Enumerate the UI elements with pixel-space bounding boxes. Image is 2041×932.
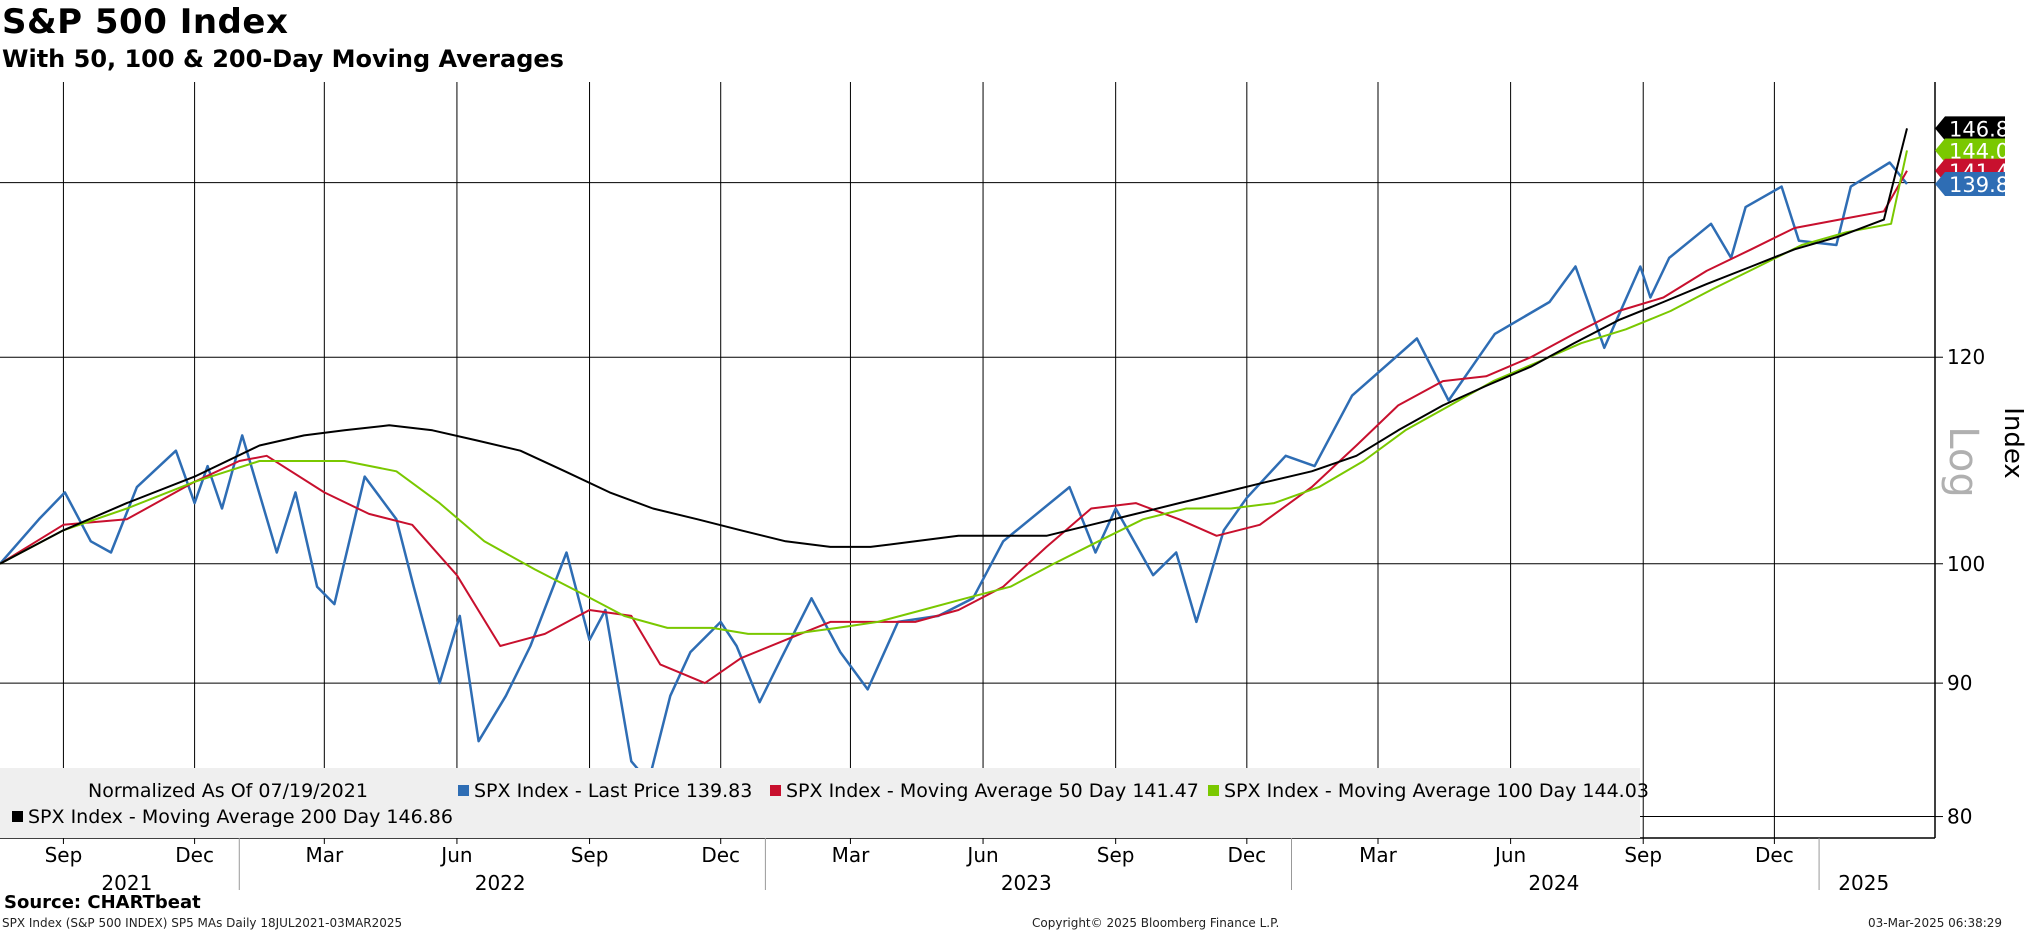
y-axis-title: Index <box>1998 407 2028 479</box>
last-value-badge-4 <box>1935 116 2005 141</box>
last-value-label-1: 139.83 <box>1949 173 2022 197</box>
series-line-3 <box>0 150 1908 635</box>
x-year-label: 2022 <box>475 871 526 890</box>
last-value-badge-1 <box>1935 171 2005 196</box>
x-month-label: Mar <box>305 843 344 867</box>
x-year-label: 2021 <box>101 871 152 890</box>
series-line-2 <box>0 170 1908 685</box>
x-month-label: Sep <box>1097 843 1135 867</box>
y-tick-label: 80 <box>1947 805 1972 829</box>
series-line-1 <box>0 161 1908 783</box>
price-chart: 80 90 100 120 Index Log Normalized As Of 07/1… <box>0 82 2028 890</box>
y-axis: 80 90 100 120 Index Log <box>1935 345 2028 829</box>
footer-copyright: Copyright© 2025 Bloomberg Finance L.P. <box>1032 916 1280 930</box>
legend-swatch-4 <box>12 811 23 822</box>
log-scale-label: Log <box>1940 426 1986 497</box>
x-axis: Sep Dec Mar Jun Sep Dec Mar Jun Sep Dec Mar Jun Sep D… <box>45 838 1889 890</box>
x-month-label: Mar <box>832 843 871 867</box>
legend-label-3: SPX Index - Moving Average 100 Day 144.0… <box>1224 780 1649 802</box>
x-month-label: Dec <box>175 843 214 867</box>
x-month-label: Sep <box>45 843 83 867</box>
legend-note: Normalized As Of 07/19/2021 <box>88 780 368 802</box>
legend-swatch-2 <box>770 785 781 796</box>
series-lines <box>0 128 1908 783</box>
x-month-label: Jun <box>439 843 472 867</box>
source-note: Source: CHARTbeat <box>4 892 201 913</box>
x-month-label: Jun <box>1493 843 1526 867</box>
legend-label-2: SPX Index - Moving Average 50 Day 141.47 <box>786 780 1199 802</box>
footer-left: SPX Index (S&P 500 INDEX) SP5 MAs Daily … <box>2 916 403 930</box>
x-month-label: Jun <box>965 843 998 867</box>
legend-box <box>0 768 1640 838</box>
y-tick-label: 100 <box>1947 552 1985 576</box>
legend-label-1: SPX Index - Last Price 139.83 <box>474 780 752 802</box>
legend-swatch-1 <box>458 785 469 796</box>
x-month-label: Dec <box>701 843 740 867</box>
series-line-4 <box>0 128 1908 565</box>
x-month-label: Sep <box>571 843 609 867</box>
y-tick-label: 120 <box>1947 345 1985 369</box>
x-year-label: 2025 <box>1838 871 1889 890</box>
x-month-label: Dec <box>1755 843 1794 867</box>
legend-label-4: SPX Index - Moving Average 200 Day 146.8… <box>28 806 453 828</box>
x-month-label: Mar <box>1359 843 1398 867</box>
y-tick-label: 90 <box>1947 671 1972 695</box>
chart-title: S&P 500 Index <box>2 2 289 42</box>
legend-swatch-3 <box>1208 785 1219 796</box>
footer-timestamp: 03-Mar-2025 06:38:29 <box>1868 916 2003 930</box>
last-value-label-4: 146.86 <box>1949 117 2022 141</box>
x-year-label: 2024 <box>1528 871 1579 890</box>
x-month-label: Dec <box>1227 843 1266 867</box>
last-value-badge-3 <box>1935 138 2005 163</box>
x-month-label: Sep <box>1624 843 1662 867</box>
chart-subtitle: With 50, 100 & 200-Day Moving Averages <box>2 45 564 73</box>
legend: Normalized As Of 07/19/2021 SPX Index - L… <box>0 768 1649 838</box>
x-year-label: 2023 <box>1001 871 1052 890</box>
